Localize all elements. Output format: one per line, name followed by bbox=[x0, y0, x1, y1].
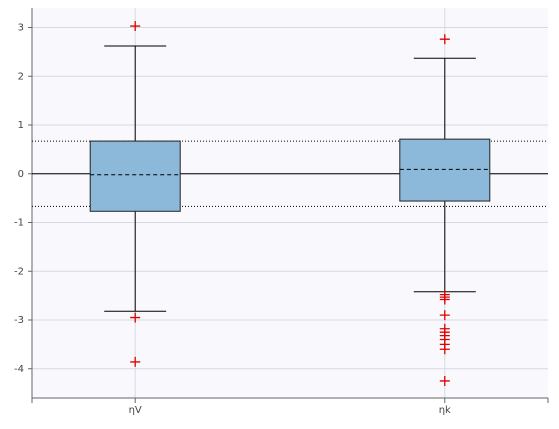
x-tick-label: ηk bbox=[439, 405, 451, 416]
y-tick-label: -1 bbox=[14, 218, 24, 229]
y-tick-label: 3 bbox=[18, 23, 24, 34]
y-tick-label: -2 bbox=[14, 266, 24, 277]
outlier bbox=[130, 312, 141, 323]
outlier bbox=[439, 34, 450, 45]
x-tick-label: ηV bbox=[129, 405, 142, 416]
outlier bbox=[439, 344, 450, 355]
y-tick-label: 0 bbox=[18, 169, 24, 180]
y-tick-label: 2 bbox=[18, 71, 24, 82]
outlier bbox=[130, 356, 141, 367]
y-tick-label: -3 bbox=[14, 315, 24, 326]
box bbox=[89, 140, 181, 212]
y-tick-label: 1 bbox=[18, 120, 24, 131]
box bbox=[399, 138, 491, 202]
outlier bbox=[439, 375, 450, 386]
y-tick-label: -4 bbox=[14, 364, 24, 375]
outlier bbox=[439, 310, 450, 321]
outlier bbox=[130, 21, 141, 32]
outlier bbox=[439, 294, 450, 305]
